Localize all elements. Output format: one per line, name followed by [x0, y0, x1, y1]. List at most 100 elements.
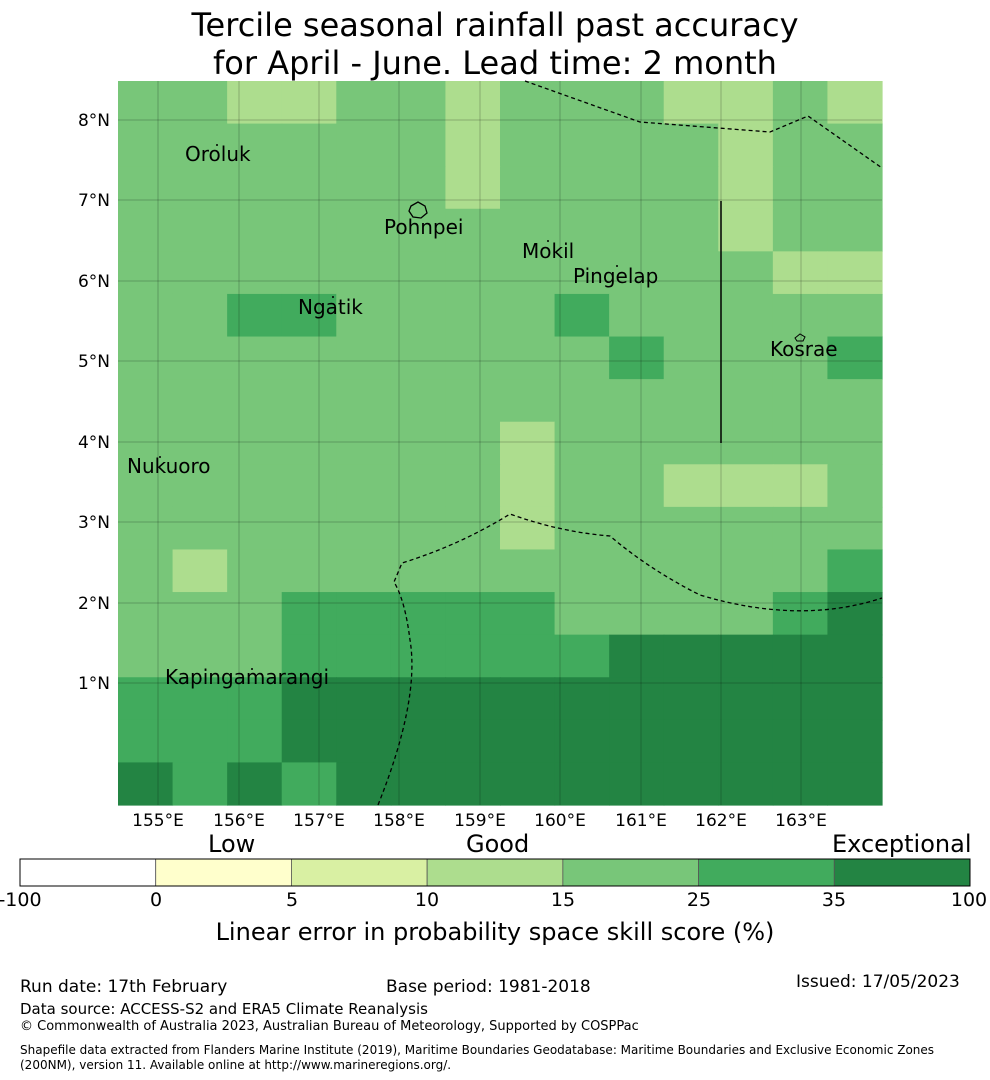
grid-cell	[118, 336, 174, 380]
grid-cell	[445, 549, 501, 593]
grid-cell	[827, 81, 883, 125]
grid-cell	[281, 379, 337, 423]
grid-cell	[118, 379, 174, 423]
colorbar-segment	[698, 858, 835, 887]
grid-cell	[172, 677, 228, 721]
grid-cell	[500, 677, 556, 721]
grid-cell	[390, 336, 447, 380]
grid-cell	[227, 81, 283, 125]
colorbar	[19, 858, 971, 887]
grid-cell	[445, 506, 501, 551]
grid-cell	[172, 634, 228, 678]
kosrae-island-shape	[794, 333, 806, 342]
eez-boundary-south	[377, 513, 883, 806]
grid-cell	[118, 293, 174, 338]
grid-cell	[663, 293, 719, 338]
colorbar-segment	[833, 858, 971, 887]
grid-cell	[445, 421, 501, 465]
grid-cell	[281, 762, 337, 806]
grid-cell	[172, 293, 228, 338]
lon-tick-label: 160°E	[534, 811, 586, 831]
grid-cell	[172, 719, 228, 764]
grid-cell	[663, 762, 719, 806]
lat-tick-label: 4°N	[78, 433, 110, 453]
grid-cell	[663, 677, 719, 721]
grid-cell	[227, 592, 283, 636]
grid-cell	[281, 506, 337, 551]
grid-cell	[554, 293, 610, 338]
colorbar-axis-label: Linear error in probability space skill …	[215, 918, 775, 946]
grid-cell	[554, 166, 610, 210]
grid-cell	[281, 677, 337, 721]
grid-cell	[445, 634, 501, 678]
grid-cell	[827, 293, 883, 338]
grid-cell	[281, 336, 337, 380]
grid-cell	[663, 81, 719, 125]
grid-cell	[827, 251, 883, 295]
grid-cell	[827, 506, 883, 551]
grid-cell	[500, 549, 556, 593]
grid-cell	[500, 379, 556, 423]
grid-cell	[554, 336, 610, 380]
lat-tick-label: 7°N	[78, 191, 110, 211]
grid-cell	[609, 81, 665, 125]
grid-cell	[500, 293, 556, 338]
ngatik-island-marker	[332, 296, 334, 298]
grid-cell	[390, 506, 447, 551]
grid-cell	[336, 719, 392, 764]
grid-cell	[554, 379, 610, 423]
grid-cell	[718, 592, 774, 636]
place-label-kapingamarangi: Kapingamarangi	[165, 665, 329, 689]
grid-cell	[827, 208, 883, 252]
grid-cell	[609, 421, 665, 465]
grid-cell	[172, 762, 228, 806]
grid-cell	[609, 719, 665, 764]
colorbar-segment	[19, 858, 157, 887]
grid-cell	[772, 592, 829, 636]
grid-cell	[336, 208, 392, 252]
colorbar-tick-label: 15	[550, 889, 576, 911]
colorbar-segment	[426, 858, 564, 887]
grid-cell	[172, 592, 228, 636]
grid-cell	[336, 379, 392, 423]
grid-cell	[554, 81, 610, 125]
grid-cell	[663, 506, 719, 551]
grid-cell	[336, 762, 392, 806]
grid-cell	[227, 208, 283, 252]
grid-cell	[390, 123, 447, 167]
grid-cell	[118, 123, 174, 167]
grid-cell	[390, 762, 447, 806]
grid-cell	[609, 293, 665, 338]
grid-cell	[281, 592, 337, 636]
grid-cell	[227, 421, 283, 465]
grid-cell	[609, 336, 665, 380]
colorbar-tick-label: -100	[0, 889, 42, 911]
grid-cell	[772, 81, 829, 125]
lon-tick-label: 158°E	[373, 811, 425, 831]
grid-cell	[554, 677, 610, 721]
grid-cell	[445, 379, 501, 423]
grid-cell	[500, 506, 556, 551]
place-label-ngatik: Ngatik	[298, 295, 363, 319]
colorbar-category-good: Good	[466, 830, 530, 858]
grid-cell	[336, 123, 392, 167]
grid-cell	[172, 464, 228, 508]
lon-tick-label: 157°E	[293, 811, 345, 831]
grid-cell	[336, 81, 392, 125]
grid-cell	[554, 634, 610, 678]
grid-cell	[609, 251, 665, 295]
grid-cell	[227, 634, 283, 678]
grid-cell	[445, 208, 501, 252]
grid-cell	[718, 506, 774, 551]
grid-cell	[718, 293, 774, 338]
grid-cell	[663, 166, 719, 210]
grid-cell	[172, 81, 228, 125]
grid-cell	[336, 549, 392, 593]
grid-cell	[772, 549, 829, 593]
grid-cell	[827, 719, 883, 764]
grid-cell	[445, 81, 501, 125]
grid-cell	[500, 251, 556, 295]
grid-cell	[118, 506, 174, 551]
grid-cell	[554, 208, 610, 252]
grid-cell	[281, 251, 337, 295]
